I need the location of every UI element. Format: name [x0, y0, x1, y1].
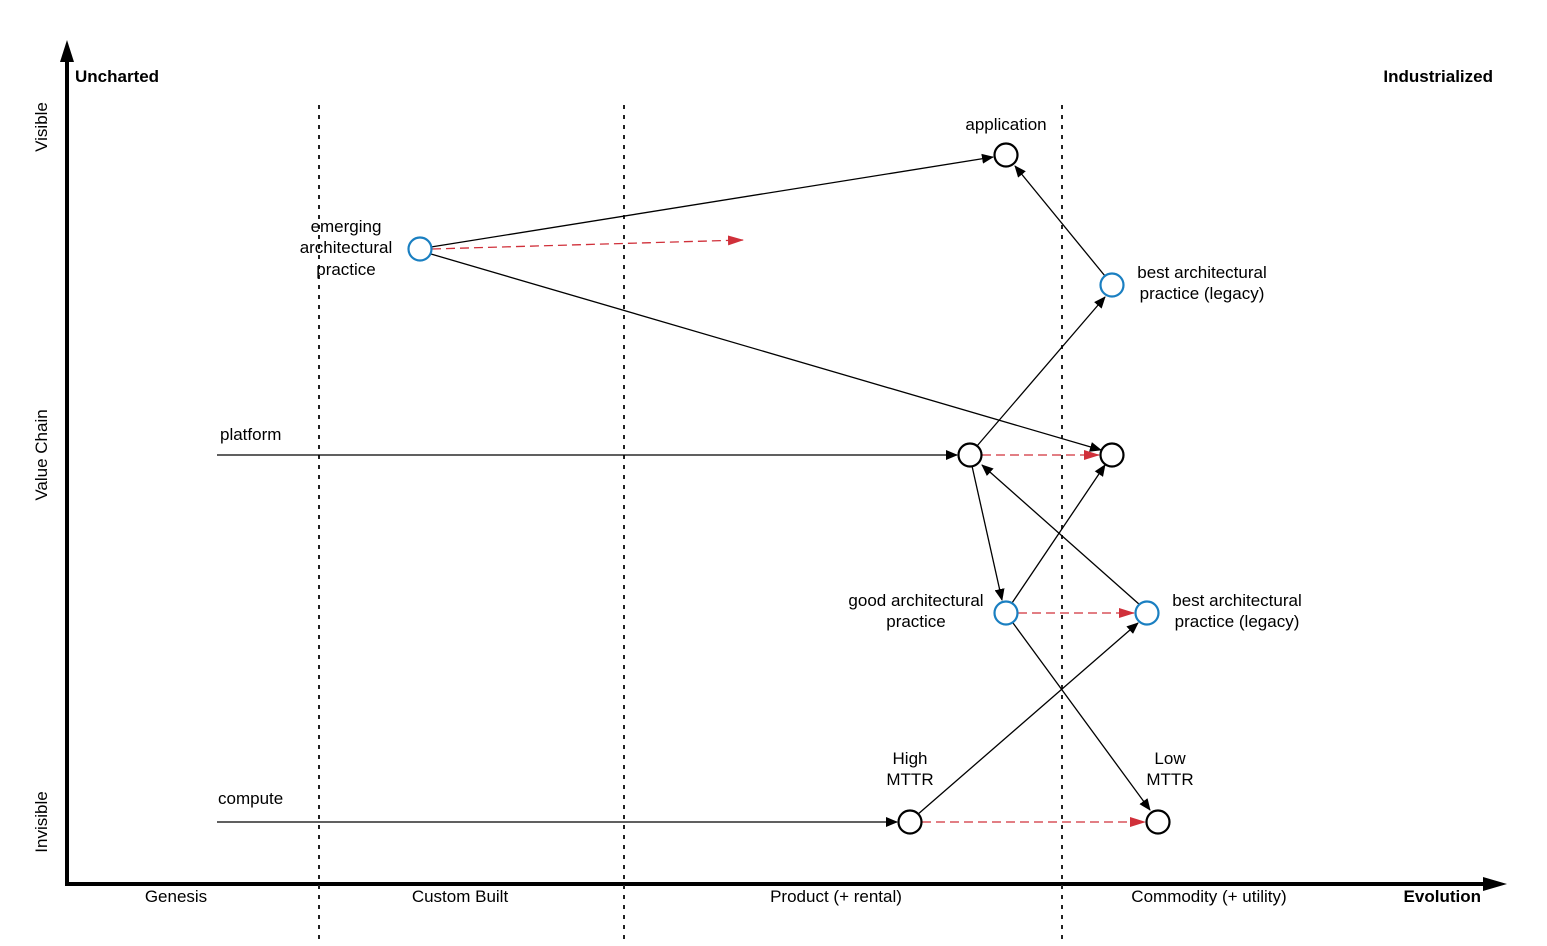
- label-line: emerging: [311, 217, 382, 236]
- label-line: MTTR: [886, 770, 933, 789]
- label-line: practice: [886, 612, 946, 631]
- x-axis-arrow-icon: [1483, 877, 1507, 891]
- stage-commodity: Commodity (+ utility): [1131, 887, 1286, 906]
- label-line: good architectural: [848, 591, 983, 610]
- label-high-mttr: High MTTR: [886, 749, 933, 789]
- node-best-practice-bottom[interactable]: [1134, 600, 1160, 626]
- node-best-practice-top[interactable]: [1099, 272, 1125, 298]
- label-line: practice (legacy): [1175, 612, 1300, 631]
- label-invisible: Invisible: [32, 791, 51, 852]
- label-line: High: [893, 749, 928, 768]
- label-value-chain: Value Chain: [32, 409, 51, 500]
- node-low-mttr[interactable]: [1145, 809, 1171, 835]
- label-platform: platform: [220, 425, 281, 444]
- label-emerging-practice: emerging architectural practice: [300, 217, 393, 279]
- node-high-mttr[interactable]: [897, 809, 923, 835]
- label-line: best architectural: [1137, 263, 1266, 282]
- label-line: best architectural: [1172, 591, 1301, 610]
- label-evolution: Evolution: [1404, 887, 1481, 906]
- evolution-arrows: [431, 235, 1146, 827]
- label-best-practice-bottom: best architectural practice (legacy): [1172, 591, 1301, 631]
- label-line: MTTR: [1146, 770, 1193, 789]
- label-visible: Visible: [32, 102, 51, 152]
- label-line: practice (legacy): [1140, 284, 1265, 303]
- label-industrialized: Industrialized: [1383, 67, 1493, 86]
- label-low-mttr: Low MTTR: [1146, 749, 1193, 789]
- node-platform[interactable]: [957, 442, 983, 468]
- label-line: architectural: [300, 238, 393, 257]
- label-uncharted: Uncharted: [75, 67, 159, 86]
- y-axis-arrow-icon: [60, 40, 74, 62]
- dependency-edges: [217, 153, 1151, 827]
- label-application: application: [965, 115, 1046, 134]
- label-good-practice: good architectural practice: [848, 591, 983, 631]
- label-line: Low: [1154, 749, 1186, 768]
- node-platform-evolved[interactable]: [1099, 442, 1125, 468]
- stage-product: Product (+ rental): [770, 887, 902, 906]
- stage-genesis: Genesis: [145, 887, 207, 906]
- node-good-practice[interactable]: [993, 600, 1019, 626]
- node-emerging-practice[interactable]: [407, 236, 433, 262]
- label-compute: compute: [218, 789, 283, 808]
- label-best-practice-top: best architectural practice (legacy): [1137, 263, 1266, 303]
- stage-dividers: [318, 105, 1063, 940]
- node-application[interactable]: [993, 142, 1019, 168]
- stage-custom-built: Custom Built: [412, 887, 509, 906]
- label-line: practice: [316, 260, 376, 279]
